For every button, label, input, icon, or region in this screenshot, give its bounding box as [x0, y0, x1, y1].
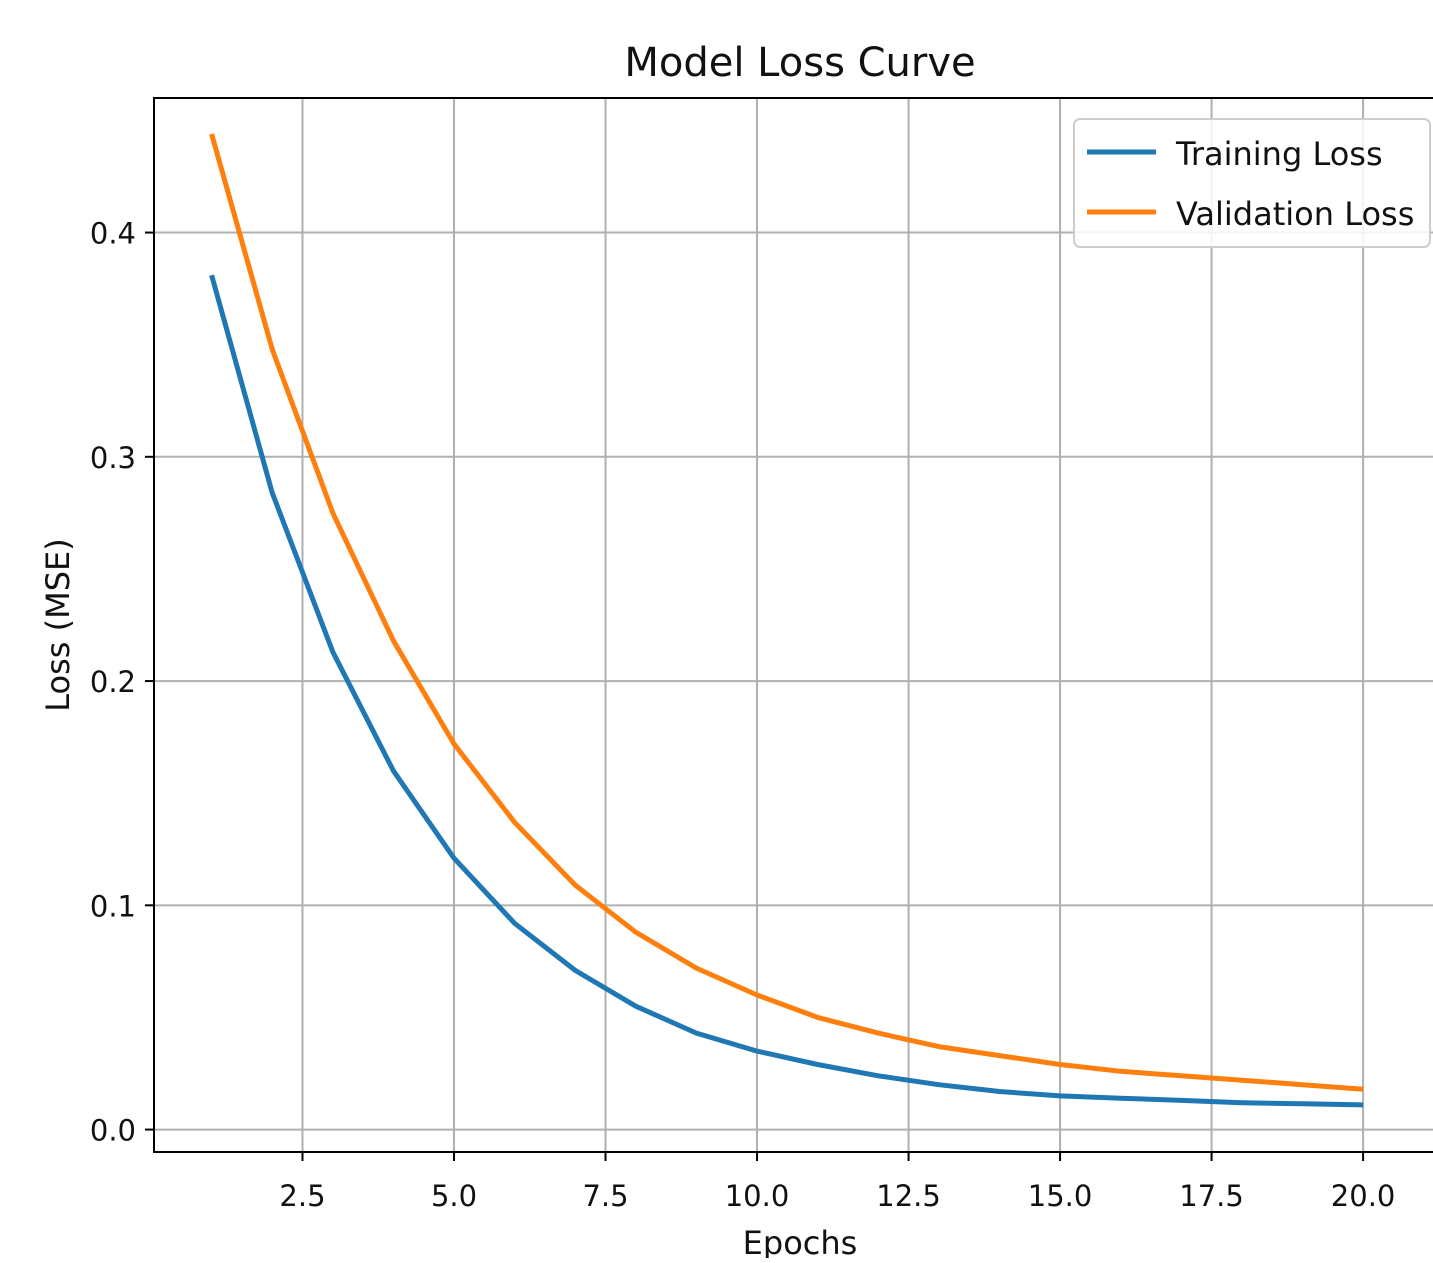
- y-tick-label: 0.3: [90, 441, 136, 475]
- x-tick-label: 2.5: [279, 1179, 325, 1213]
- y-tick-label: 0.1: [90, 889, 136, 923]
- x-tick-label: 12.5: [876, 1179, 941, 1213]
- legend: Training Loss Validation Loss: [1073, 118, 1431, 248]
- y-axis-title: Loss (MSE): [39, 538, 77, 711]
- series-line-training-loss: [209, 274, 1364, 1108]
- x-tick-label: 15.0: [1028, 1179, 1093, 1213]
- x-tick-label: 20.0: [1331, 1179, 1396, 1213]
- plot-frame: [153, 97, 1433, 1153]
- x-axis-title: Epochs: [743, 1224, 858, 1258]
- axis-ticks: 2.5 5.0 7.5 10.0 12.5 15.0 17.5 20.0 0.0 0.1 0.2 0.…: [90, 217, 1396, 1213]
- y-tick-label: 0.4: [90, 217, 136, 251]
- x-tick-label: 5.0: [431, 1179, 477, 1213]
- chart-title: Model Loss Curve: [624, 40, 975, 86]
- x-tick-label: 10.0: [725, 1179, 790, 1213]
- x-tick-label: 7.5: [582, 1179, 628, 1213]
- grid-lines: [154, 98, 1433, 1152]
- series-line-validation-loss: [209, 133, 1364, 1092]
- y-tick-label: 0.2: [90, 665, 136, 699]
- x-tick-label: 17.5: [1179, 1179, 1244, 1213]
- legend-box: [1073, 118, 1431, 248]
- plot-series: [209, 133, 1364, 1108]
- legend-label-validation: Validation Loss: [1176, 195, 1414, 233]
- legend-label-training: Training Loss: [1175, 135, 1383, 173]
- y-tick-label: 0.0: [90, 1114, 136, 1148]
